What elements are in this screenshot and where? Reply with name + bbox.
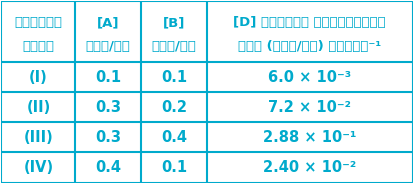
Text: (III): (III) bbox=[24, 130, 53, 145]
Text: 6.0 × 10⁻³: 6.0 × 10⁻³ bbox=[268, 70, 351, 85]
Text: 2.88 × 10⁻¹: 2.88 × 10⁻¹ bbox=[262, 130, 356, 145]
Text: 0.3: 0.3 bbox=[95, 130, 121, 145]
Text: વેગ (મોલ/લિ) મિનિટ⁻¹: વેગ (મોલ/લિ) મિનિટ⁻¹ bbox=[237, 40, 380, 53]
Text: 0.3: 0.3 bbox=[95, 100, 121, 115]
Text: [B]: [B] bbox=[163, 16, 185, 29]
Text: 2.40 × 10⁻²: 2.40 × 10⁻² bbox=[263, 160, 356, 175]
Text: 0.4: 0.4 bbox=[95, 160, 121, 175]
Text: [A]: [A] bbox=[97, 16, 119, 29]
Text: 0.2: 0.2 bbox=[161, 100, 187, 115]
Text: 0.4: 0.4 bbox=[161, 130, 187, 145]
Text: 0.1: 0.1 bbox=[161, 160, 187, 175]
Text: 0.1: 0.1 bbox=[161, 70, 187, 85]
Text: ક્રમ: ક્રમ bbox=[22, 40, 54, 53]
Text: (I): (I) bbox=[29, 70, 47, 85]
Text: મોલ/લિ: મોલ/લિ bbox=[151, 40, 196, 53]
Text: પ્રયોગ: પ્રયોગ bbox=[14, 16, 62, 29]
Text: મોલ/લિ: મોલ/લિ bbox=[85, 40, 131, 53]
Text: 0.1: 0.1 bbox=[95, 70, 121, 85]
Text: 7.2 × 10⁻²: 7.2 × 10⁻² bbox=[268, 100, 351, 115]
Text: [D] બનવાનો પ્રારંભિક: [D] બનવાનો પ્રારંભિક bbox=[233, 16, 385, 29]
Text: (IV): (IV) bbox=[23, 160, 53, 175]
Text: (II): (II) bbox=[26, 100, 50, 115]
